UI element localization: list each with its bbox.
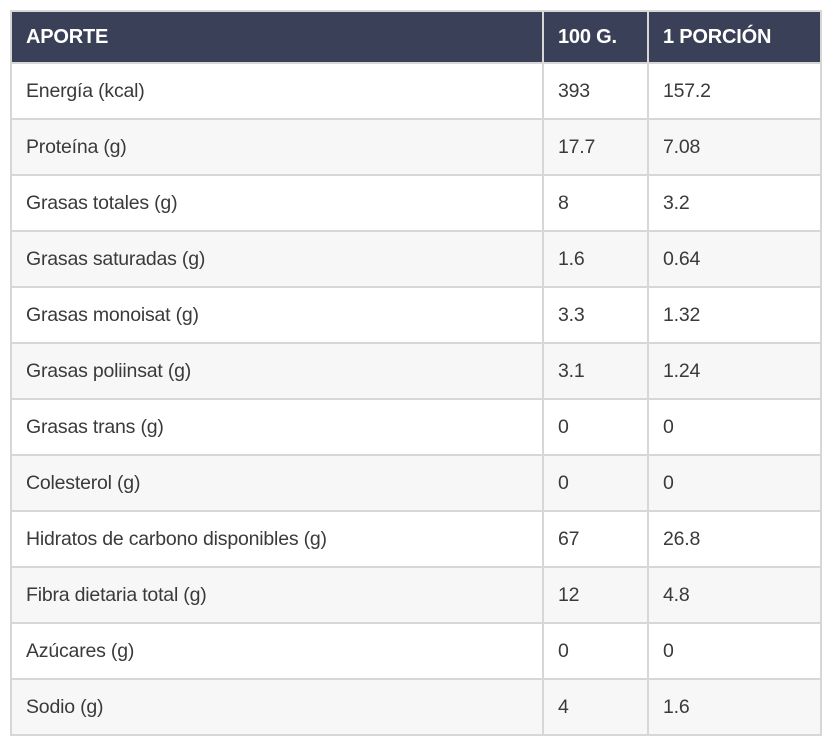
table-row: Fibra dietaria total (g) 12 4.8 — [10, 566, 822, 624]
value-porcion: 26.8 — [647, 510, 822, 568]
value-100g: 4 — [542, 678, 649, 736]
value-100g: 17.7 — [542, 118, 649, 176]
header-aporte: APORTE — [10, 10, 544, 64]
row-label: Energía (kcal) — [10, 62, 544, 120]
nutrition-table: APORTE 100 G. 1 PORCIÓN Energía (kcal) 39… — [10, 10, 822, 736]
table-row: Hidratos de carbono disponibles (g) 67 26.… — [10, 510, 822, 568]
row-label: Hidratos de carbono disponibles (g) — [10, 510, 544, 568]
value-100g: 393 — [542, 62, 649, 120]
row-label: Grasas monoisat (g) — [10, 286, 544, 344]
row-label: Grasas trans (g) — [10, 398, 544, 456]
table-row: Grasas totales (g) 8 3.2 — [10, 174, 822, 232]
table-row: Grasas trans (g) 0 0 — [10, 398, 822, 456]
table-row: Grasas poliinsat (g) 3.1 1.24 — [10, 342, 822, 400]
value-porcion: 7.08 — [647, 118, 822, 176]
row-label: Grasas saturadas (g) — [10, 230, 544, 288]
value-porcion: 1.32 — [647, 286, 822, 344]
value-porcion: 157.2 — [647, 62, 822, 120]
table-row: Azúcares (g) 0 0 — [10, 622, 822, 680]
value-porcion: 3.2 — [647, 174, 822, 232]
value-porcion: 0 — [647, 622, 822, 680]
value-100g: 12 — [542, 566, 649, 624]
row-label: Grasas totales (g) — [10, 174, 544, 232]
table-row: Grasas monoisat (g) 3.3 1.32 — [10, 286, 822, 344]
nutrition-table-body: Energía (kcal) 393 157.2 Proteína (g) 17.7 7.… — [10, 62, 822, 736]
value-100g: 3.1 — [542, 342, 649, 400]
table-row: Colesterol (g) 0 0 — [10, 454, 822, 512]
row-label: Colesterol (g) — [10, 454, 544, 512]
row-label: Azúcares (g) — [10, 622, 544, 680]
row-label: Proteína (g) — [10, 118, 544, 176]
value-100g: 0 — [542, 622, 649, 680]
value-porcion: 0 — [647, 454, 822, 512]
header-porcion: 1 PORCIÓN — [647, 10, 822, 64]
row-label: Grasas poliinsat (g) — [10, 342, 544, 400]
value-porcion: 1.6 — [647, 678, 822, 736]
row-label: Fibra dietaria total (g) — [10, 566, 544, 624]
header-100g: 100 G. — [542, 10, 649, 64]
value-100g: 8 — [542, 174, 649, 232]
table-row: Grasas saturadas (g) 1.6 0.64 — [10, 230, 822, 288]
value-porcion: 0.64 — [647, 230, 822, 288]
table-row: Sodio (g) 4 1.6 — [10, 678, 822, 736]
table-row: Energía (kcal) 393 157.2 — [10, 62, 822, 120]
table-row: Proteína (g) 17.7 7.08 — [10, 118, 822, 176]
value-100g: 0 — [542, 454, 649, 512]
row-label: Sodio (g) — [10, 678, 544, 736]
value-100g: 1.6 — [542, 230, 649, 288]
value-100g: 67 — [542, 510, 649, 568]
header-row: APORTE 100 G. 1 PORCIÓN — [10, 10, 822, 64]
value-100g: 3.3 — [542, 286, 649, 344]
value-porcion: 0 — [647, 398, 822, 456]
value-100g: 0 — [542, 398, 649, 456]
value-porcion: 1.24 — [647, 342, 822, 400]
value-porcion: 4.8 — [647, 566, 822, 624]
